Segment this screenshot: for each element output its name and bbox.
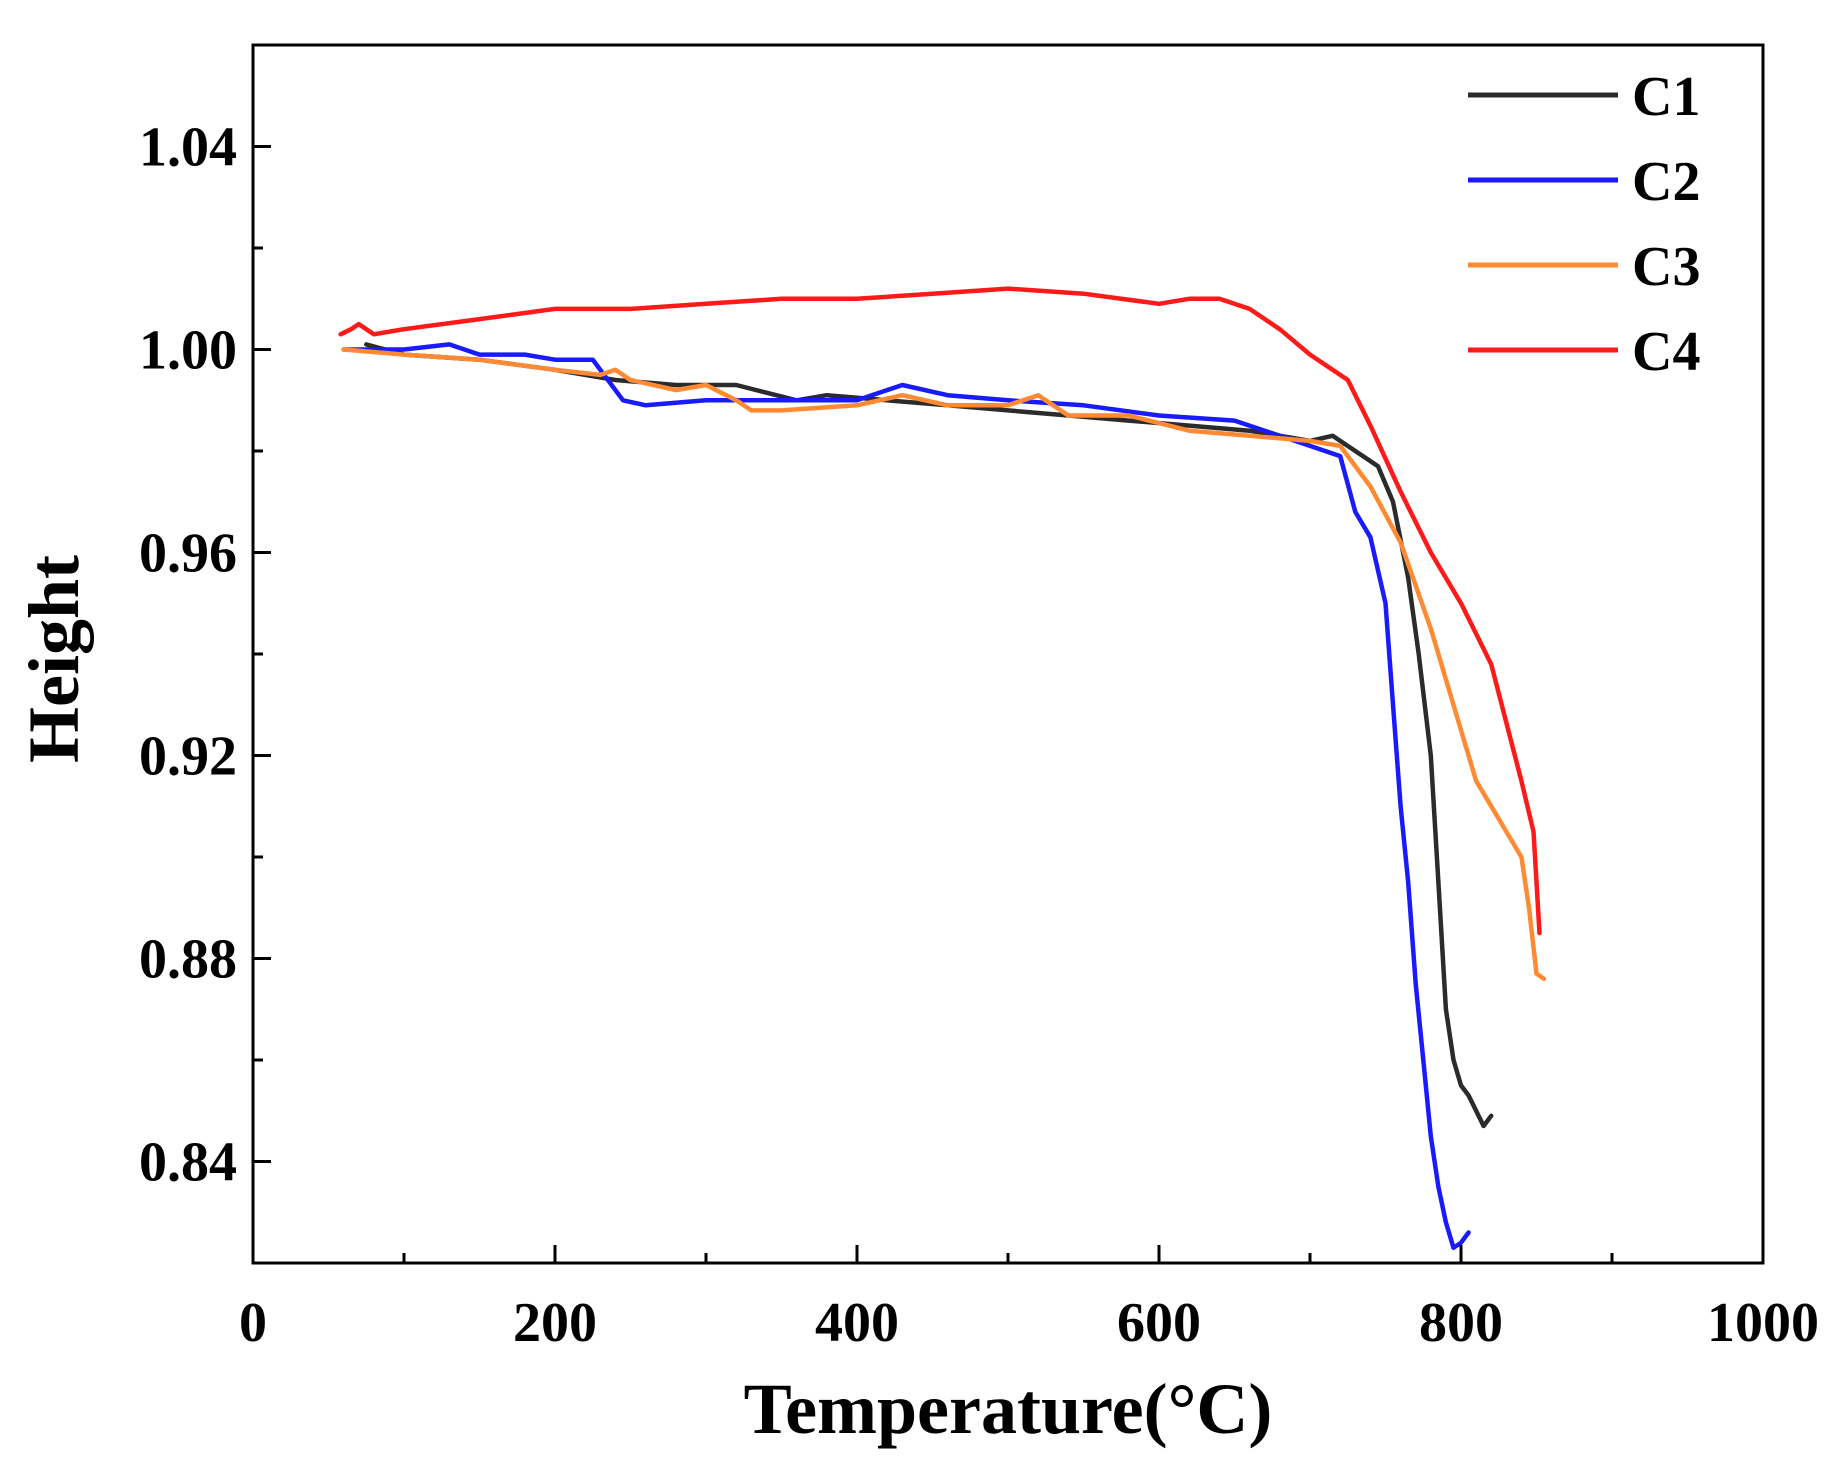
series-line-c3	[341, 347, 1547, 982]
series-layer	[338, 286, 1547, 1251]
y-tick-label: 1.00	[139, 320, 237, 382]
legend-item-c1: C1	[1468, 66, 1700, 128]
plot-frame-group	[251, 43, 1765, 1265]
legend-label: C1	[1632, 66, 1700, 128]
x-tick-label: 200	[513, 1292, 597, 1354]
y-tick-label: 0.88	[139, 929, 237, 991]
series-line-c2	[341, 342, 1471, 1251]
x-tick-label: 0	[239, 1292, 267, 1354]
legend-label: C2	[1632, 151, 1700, 213]
y-tick-label: 1.04	[139, 117, 237, 179]
legend-label: C4	[1632, 321, 1700, 383]
legend: C1 C2 C3 C4	[1468, 66, 1700, 383]
x-tick-label: 400	[815, 1292, 899, 1354]
plot-frame	[251, 43, 1765, 1265]
y-tick-label: 0.96	[139, 523, 237, 585]
legend-label: C3	[1632, 236, 1700, 298]
x-tick-label: 600	[1117, 1292, 1201, 1354]
y-axis: 0.84 0.88 0.92 0.96 1.00 1.04	[139, 43, 271, 1265]
series-line-c1	[364, 342, 1494, 1129]
x-axis: 0 200 400 600 800 1000	[239, 1245, 1819, 1354]
legend-item-c2: C2	[1468, 151, 1700, 213]
y-axis-title: Height	[14, 555, 94, 763]
x-axis-title: Temperature(°C)	[744, 1369, 1273, 1449]
x-tick-label: 800	[1419, 1292, 1503, 1354]
y-tick-label: 0.84	[139, 1132, 237, 1194]
legend-item-c4: C4	[1468, 321, 1700, 383]
series-line-c4	[338, 286, 1542, 936]
legend-item-c3: C3	[1468, 236, 1700, 298]
x-tick-label: 1000	[1707, 1292, 1819, 1354]
y-tick-label: 0.92	[139, 726, 237, 788]
